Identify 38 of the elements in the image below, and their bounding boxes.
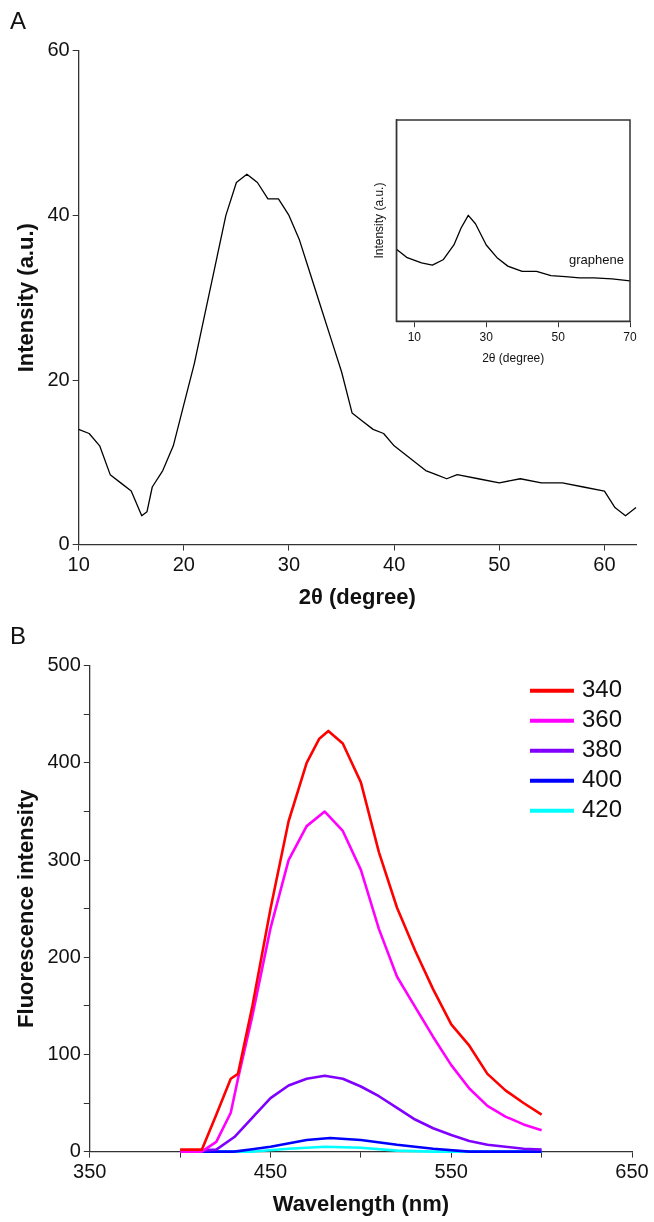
y-tick-label: 0: [58, 532, 70, 555]
x-tick-label: 20: [172, 553, 195, 576]
y-tick-label: 0: [69, 1139, 81, 1162]
x-tick-label: 40: [383, 553, 406, 576]
x-tick-label: 50: [488, 553, 511, 576]
x-axis-title: Wavelength (nm): [272, 1190, 450, 1216]
x-tick-label: 10: [67, 553, 90, 576]
y-tick-label: 500: [47, 653, 81, 676]
legend-label: 380: [581, 735, 622, 763]
x-axis-title: 2θ (degree): [298, 583, 416, 609]
x-tick-label: 450: [253, 1160, 288, 1183]
legend-label: 360: [581, 705, 622, 733]
y-tick-label: 20: [47, 367, 70, 390]
y-tick-label: 100: [47, 1041, 81, 1064]
y-tick-label: 40: [47, 202, 70, 225]
y-tick-label: 300: [47, 847, 81, 870]
y-axis-title: Fluorescence intensity: [13, 788, 39, 1028]
x-axis-title: 2θ (degree): [482, 351, 545, 366]
y-tick-label: 400: [47, 750, 81, 773]
x-tick-label: 30: [479, 329, 494, 344]
y-tick-label: 200: [47, 944, 81, 967]
x-tick-label: 550: [434, 1160, 468, 1183]
x-tick-label: 70: [623, 329, 637, 344]
x-tick-label: 350: [73, 1160, 107, 1183]
x-tick-label: 50: [551, 329, 566, 344]
x-tick-label: 650: [615, 1160, 649, 1183]
chart-title: A: [10, 7, 27, 35]
x-tick-label: 60: [593, 553, 616, 576]
x-tick-label: 10: [407, 329, 422, 344]
chart-title: B: [10, 622, 27, 650]
legend-label: 340: [581, 675, 622, 703]
legend-label: 400: [581, 765, 622, 793]
y-axis-title: Intensity (a.u.): [371, 182, 386, 259]
y-tick-label: 60: [47, 38, 70, 61]
x-tick-label: 30: [277, 553, 301, 576]
y-axis-title: Intensity (a.u.): [13, 223, 39, 373]
series-label: graphene: [569, 252, 624, 268]
legend-label: 420: [581, 795, 622, 823]
